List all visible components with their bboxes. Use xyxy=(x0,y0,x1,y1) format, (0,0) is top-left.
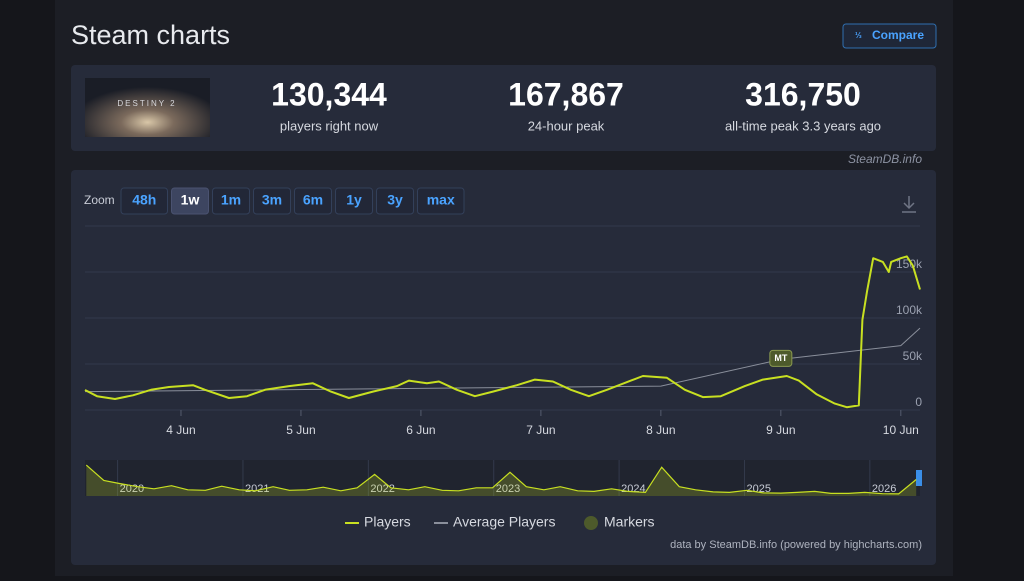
zoom-button[interactable] xyxy=(120,187,168,215)
zoom-button-label[interactable]: max xyxy=(427,192,455,208)
zoom-button[interactable] xyxy=(335,187,373,215)
download-arrow-head[interactable] xyxy=(903,202,915,210)
legend-label[interactable]: Average Players xyxy=(453,514,555,530)
y-tick-label: 150k xyxy=(896,257,923,271)
series-line xyxy=(84,255,921,409)
navigator-line xyxy=(85,464,917,495)
zoom-button[interactable] xyxy=(253,187,291,215)
compare-button[interactable]: ⅓ Compare xyxy=(842,23,937,49)
zoom-button[interactable] xyxy=(294,187,332,215)
marker[interactable] xyxy=(769,349,793,367)
chart-card xyxy=(71,170,936,565)
y-tick-label: 100k xyxy=(896,303,923,317)
stat-value: 167,867 xyxy=(508,76,624,112)
stat-value: 130,344 xyxy=(271,76,387,112)
stat-value: 316,750 xyxy=(745,76,861,112)
compare-box[interactable] xyxy=(842,23,937,49)
game-image xyxy=(85,78,210,137)
navigator-handle[interactable] xyxy=(916,470,922,486)
stat-label: all-time peak 3.3 years ago xyxy=(725,118,881,133)
stats-card xyxy=(71,65,936,151)
x-tick-label: 7 Jun xyxy=(526,423,555,437)
x-tick-label: 5 Jun xyxy=(286,423,315,437)
credit: SteamDB.info xyxy=(848,152,922,166)
zoom-button-label[interactable]: 48h xyxy=(132,192,156,208)
x-tick-label: 4 Jun xyxy=(166,423,195,437)
x-tick-label: 8 Jun xyxy=(646,423,675,437)
zoom-button[interactable] xyxy=(212,187,250,215)
zoom-button-label[interactable]: 1y xyxy=(346,192,362,208)
zoom-button-label[interactable]: 6m xyxy=(303,192,323,208)
navigator-year: 2025 xyxy=(746,483,770,495)
legend-label[interactable]: Players xyxy=(364,514,411,530)
marker-label: MT xyxy=(774,353,787,363)
compare-icon: ⅓ xyxy=(855,31,862,40)
zoom-button[interactable] xyxy=(417,187,465,215)
zoom-button[interactable] xyxy=(171,187,209,215)
stat-label: 24-hour peak xyxy=(528,118,605,133)
legend-symbol xyxy=(584,516,598,530)
navigator-bg xyxy=(85,460,920,496)
page-title: Steam charts xyxy=(71,20,230,50)
navigator-year: 2023 xyxy=(496,483,520,495)
zoom-button-label[interactable]: 1w xyxy=(181,192,200,208)
x-tick-label: 6 Jun xyxy=(406,423,435,437)
zoom-label: Zoom xyxy=(84,193,115,207)
y-tick-label: 0 xyxy=(915,395,922,409)
x-tick-label: 10 Jun xyxy=(883,423,919,437)
navigator-year: 2021 xyxy=(245,483,269,495)
footer: data by SteamDB.info (powered by highcha… xyxy=(670,539,922,551)
legend-label[interactable]: Markers xyxy=(604,514,655,530)
stat-label: players right now xyxy=(280,118,379,133)
navigator-year: 2020 xyxy=(120,483,144,495)
game-logo: DESTINY 2 xyxy=(117,99,176,108)
navigator-year: 2026 xyxy=(872,483,896,495)
zoom-button-label[interactable]: 3y xyxy=(387,192,403,208)
x-tick-label: 9 Jun xyxy=(766,423,795,437)
compare-label[interactable]: Compare xyxy=(872,28,924,42)
zoom-button-label[interactable]: 1m xyxy=(221,192,241,208)
download-button[interactable] xyxy=(902,196,916,213)
y-tick-label: 50k xyxy=(903,349,923,363)
zoom-button-label[interactable]: 3m xyxy=(262,192,282,208)
zoom-button[interactable] xyxy=(376,187,414,215)
